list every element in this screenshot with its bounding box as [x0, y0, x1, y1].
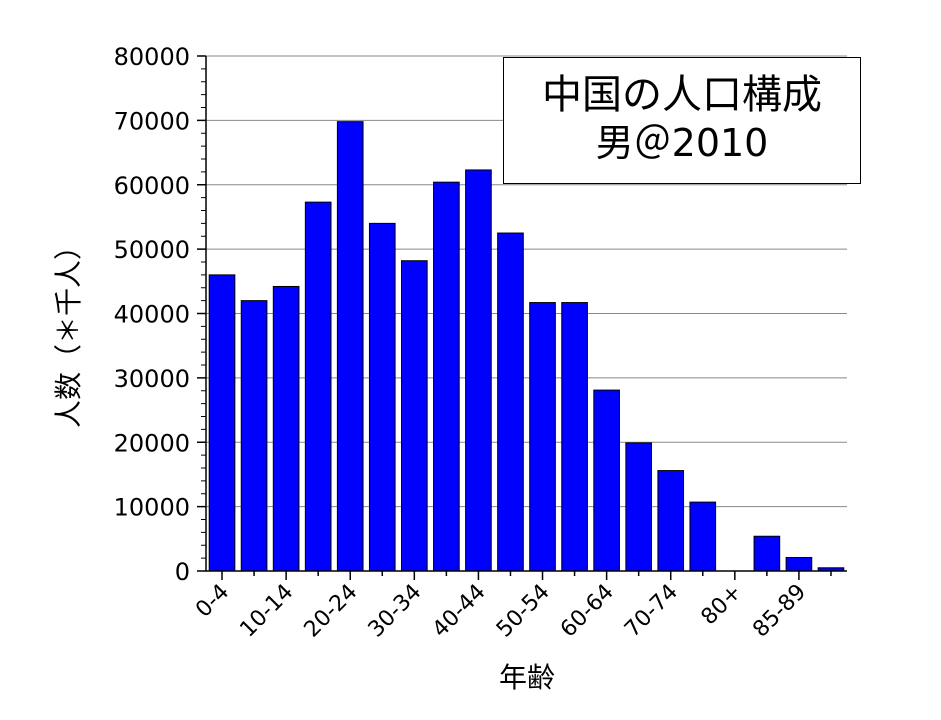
chart-title: 中国の人口構成	[542, 72, 822, 118]
bar-35-39	[433, 181, 460, 572]
y-tick-label: 50000	[114, 236, 190, 264]
bar-55-59	[561, 302, 588, 572]
x-axis-title: 年齢	[499, 661, 555, 694]
x-tick-label: 70-74	[620, 580, 683, 643]
bars	[208, 121, 845, 572]
bar-20-24	[336, 121, 364, 572]
y-tick-label: 30000	[114, 365, 190, 393]
x-tick-label: 60-64	[556, 580, 619, 643]
bar-10-14	[272, 285, 300, 572]
bar-45-49	[497, 232, 524, 572]
y-tick-label: 40000	[114, 301, 190, 329]
bar-30-34	[401, 260, 428, 572]
bar-65-69	[625, 442, 652, 572]
chart-subtitle: 男＠2010	[595, 121, 769, 165]
bar-40-44	[465, 169, 492, 572]
x-tick-label: 40-44	[428, 580, 491, 643]
bar-5-9	[240, 300, 268, 572]
y-tick-label: 60000	[114, 172, 190, 200]
bar-75-79	[689, 501, 717, 572]
bar-25-29	[368, 222, 396, 572]
x-tick-label: 50-54	[492, 580, 555, 643]
y-tick-label: 0	[175, 558, 190, 586]
y-tick-label: 80000	[114, 43, 190, 71]
bar-70-74	[657, 470, 685, 572]
x-tick-label: 10-14	[235, 580, 298, 643]
y-axis-title: 人数（＊千人）	[52, 232, 85, 428]
bar-50-54	[529, 302, 556, 572]
y-tick-label: 10000	[114, 494, 190, 522]
x-tick-label: 30-34	[364, 580, 427, 643]
y-axis-ticks: 0 10000 20000 30000 40000 50000 60000 70000 8000…	[114, 43, 206, 586]
x-tick-label: 80+	[697, 580, 748, 631]
y-tick-label: 70000	[114, 107, 190, 135]
x-tick-label: 20-24	[300, 580, 363, 643]
x-tick-label: 85-89	[748, 580, 811, 643]
x-axis-ticks: 0-4 10-14 20-24 30-34 40-44 50-54 60-64 70-74 80…	[191, 571, 832, 643]
bar-60-64	[593, 389, 620, 572]
bar-0-4	[208, 274, 236, 572]
y-tick-label: 20000	[114, 429, 190, 457]
bar-85-89	[785, 556, 813, 572]
chart-title-box: 中国の人口構成 男＠2010	[503, 57, 861, 184]
bar-80-84	[753, 535, 781, 572]
x-tick-label: 0-4	[191, 580, 234, 623]
bar-15-19	[304, 201, 332, 572]
